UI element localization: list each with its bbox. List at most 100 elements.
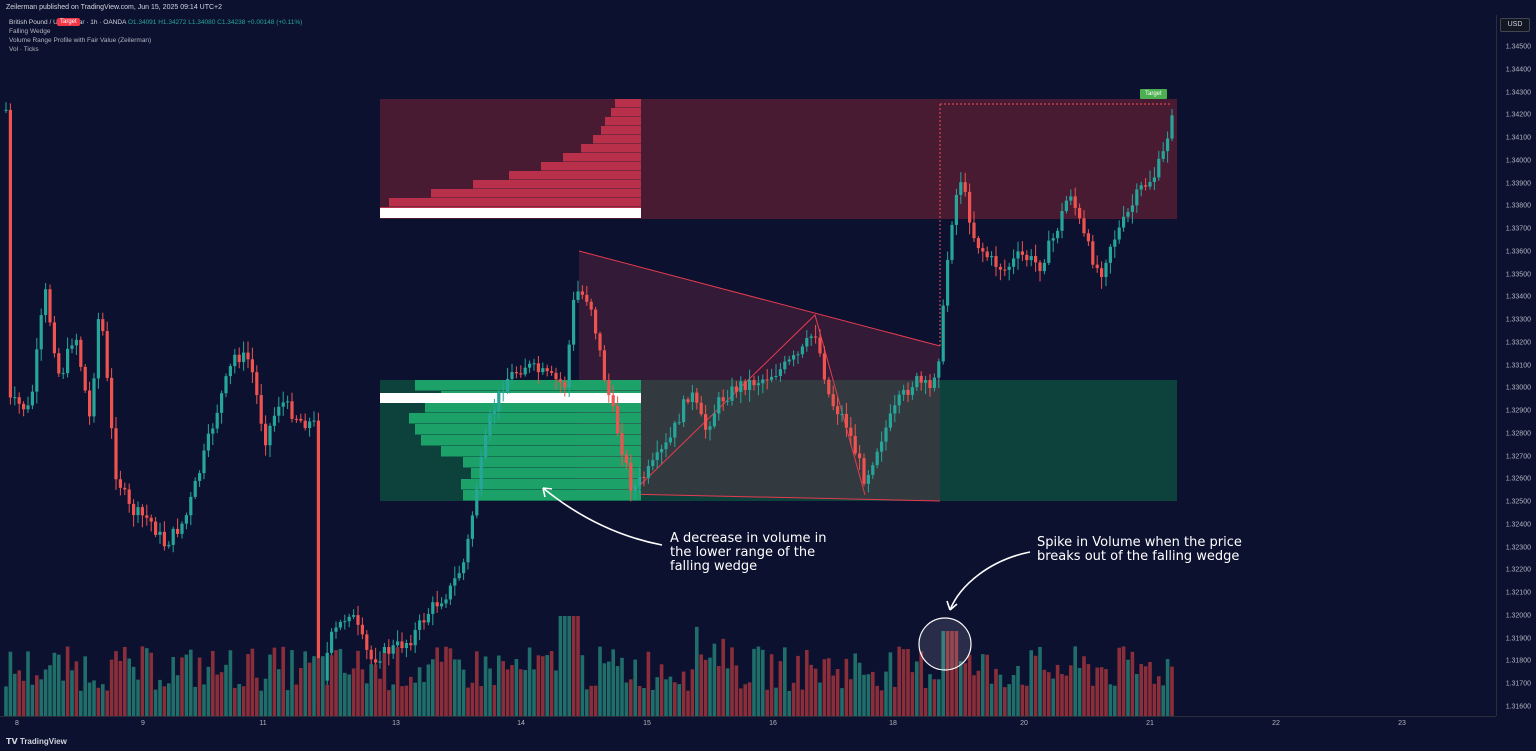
candle-body [602, 350, 606, 380]
volume-bar [743, 684, 747, 716]
candle-body [880, 441, 884, 452]
candle-body [893, 405, 897, 414]
price-label: 1.32300 [1505, 544, 1531, 551]
volume-bar [224, 664, 228, 716]
volume-bar [893, 686, 897, 716]
candle-body [664, 442, 668, 450]
candle-body [906, 389, 910, 395]
volume-bar [853, 653, 857, 716]
indicator-volume-profile[interactable]: Volume Range Profile with Fair Value (Ze… [9, 37, 152, 44]
volume-bar [994, 668, 998, 716]
indicator-falling-wedge[interactable]: Falling Wedge [9, 28, 51, 35]
candle-body [963, 182, 967, 192]
price-axis[interactable]: 1.34500 1.34400 1.34300 1.34200 1.34100 1.340… [1496, 15, 1536, 716]
candle-body [1135, 189, 1139, 206]
volume-bar [189, 649, 193, 716]
volume-bar [1117, 647, 1121, 716]
candle-body [814, 336, 818, 338]
time-label: 22 [1272, 720, 1280, 727]
volume-bar [633, 659, 637, 716]
volume-bar [338, 648, 343, 716]
volume-bar [39, 679, 43, 716]
volume-bar [268, 654, 272, 716]
time-axis[interactable]: 8 9 11 13 14 15 16 18 20 21 22 23 [0, 716, 1496, 734]
volume-bar [488, 668, 492, 716]
volume-bar [708, 657, 712, 716]
volume-bar [96, 687, 101, 716]
volume-bar [316, 658, 321, 716]
price-label: 1.33400 [1505, 293, 1531, 301]
candle-body [1130, 205, 1134, 212]
candle-body [1056, 230, 1060, 239]
time-label: 14 [517, 720, 525, 727]
candle-body [396, 641, 400, 646]
candle-body [607, 379, 611, 396]
candle-body [409, 642, 413, 646]
candle-body [413, 629, 417, 646]
candle-body [752, 380, 756, 386]
brand-name: TradingView [19, 737, 67, 746]
candle-body [44, 289, 48, 316]
volume-bar [158, 679, 162, 716]
candle-body [1012, 258, 1016, 267]
volume-bar [1007, 684, 1011, 716]
candle-body [374, 659, 378, 663]
candle-body [61, 373, 65, 375]
candle-body [228, 366, 232, 377]
volume-bar [800, 689, 805, 716]
candle-body [193, 480, 197, 497]
candle-body [510, 372, 514, 380]
demand-fair-value-bar [380, 393, 641, 403]
volume-bar [307, 662, 312, 716]
volume-bar [351, 668, 356, 716]
volume-bar [17, 670, 21, 716]
candle-body [884, 427, 888, 442]
indicator-volume[interactable]: Vol · Ticks [9, 46, 39, 53]
chart-canvas[interactable] [0, 0, 1496, 733]
candle-body [233, 354, 237, 367]
volume-bar [783, 647, 787, 716]
candle-body [1038, 262, 1042, 272]
volume-bar [1055, 664, 1060, 716]
currency-button[interactable]: USD [1500, 18, 1530, 32]
decrease-line-1: A decrease in volume in [670, 531, 827, 546]
candle-body [57, 353, 61, 374]
legend-symbol-row: British Pound / U.S. Dollar · 1h · OANDA… [9, 18, 302, 27]
volume-bar [915, 661, 919, 716]
volume-bar [527, 647, 532, 716]
candle-body [22, 403, 26, 410]
demand-profile-row [415, 424, 641, 435]
volume-bar [30, 684, 35, 716]
volume-bar [1165, 659, 1170, 716]
price-label: 1.32700 [1505, 453, 1531, 460]
volume-bar [712, 643, 717, 716]
supply-fair-value-bar [380, 208, 641, 218]
volume-bar [1126, 659, 1130, 716]
candle-body [211, 428, 215, 434]
demand-profile-row [425, 402, 641, 413]
price-label: 1.31900 [1505, 635, 1531, 642]
candle-body [268, 425, 272, 446]
volume-bar [827, 658, 831, 716]
supply-profile-row [611, 108, 641, 117]
volume-bar [985, 654, 989, 716]
supply-profile-row [541, 162, 641, 171]
candle-body [88, 390, 92, 417]
tradingview-logo[interactable]: 𝗧𝗩 TradingView [6, 733, 67, 751]
volume-bar [611, 649, 615, 716]
volume-bar [769, 654, 774, 716]
candle-body [827, 379, 831, 395]
tv-logo-icon: 𝗧𝗩 [6, 737, 20, 746]
candle-body [242, 352, 246, 363]
volume-bar [325, 684, 329, 716]
volume-bar [739, 688, 743, 716]
volume-bar [4, 686, 8, 716]
volume-bar [101, 684, 105, 716]
volume-bar [479, 686, 483, 716]
candle-body [1166, 138, 1170, 152]
volume-bar [215, 674, 219, 716]
candle-body [721, 397, 725, 402]
volume-bar [1016, 665, 1020, 716]
volume-bar [624, 682, 629, 716]
volume-bar [1029, 650, 1033, 716]
